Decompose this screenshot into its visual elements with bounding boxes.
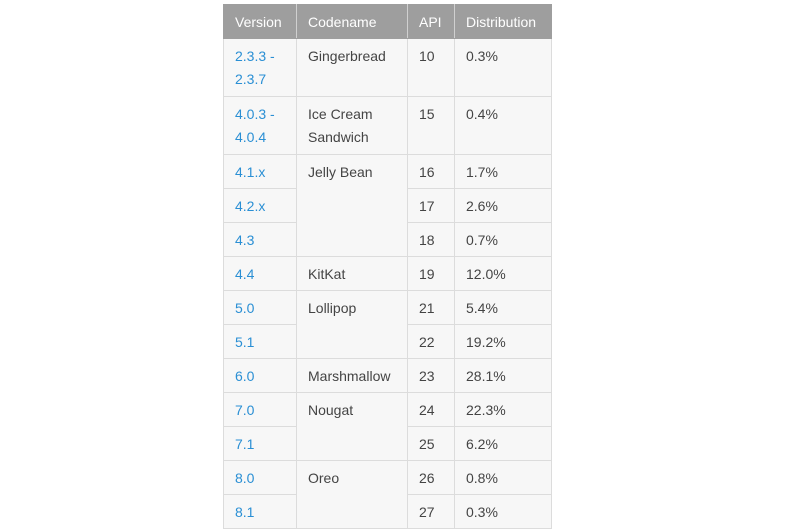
header-codename: Codename — [296, 4, 408, 39]
codename-cell: Gingerbread — [296, 38, 408, 97]
api-cell: 19 — [407, 256, 455, 291]
version-link-cell[interactable]: 8.1 — [223, 494, 297, 529]
table-row: 8.0 Oreo 26 0.8% — [223, 460, 552, 529]
header-distribution: Distribution — [454, 4, 552, 39]
version-link-cell[interactable]: 5.1 — [223, 324, 297, 359]
table-row: 4.0.3 - 4.0.4 Ice Cream Sandwich 15 0.4% — [223, 96, 552, 155]
version-link-cell[interactable]: 4.0.3 - 4.0.4 — [223, 96, 297, 155]
version-text[interactable]: 7.0 — [235, 402, 255, 418]
table-row: 4.4 KitKat 19 12.0% — [223, 256, 552, 291]
version-text[interactable]: 6.0 — [235, 368, 255, 384]
version-text[interactable]: 5.0 — [235, 300, 255, 316]
distribution-cell: 0.7% — [454, 222, 552, 257]
codename-text: Nougat — [308, 402, 354, 418]
api-cell: 22 — [407, 324, 455, 359]
version-link-cell[interactable]: 4.3 — [223, 222, 297, 257]
codename-cell: Nougat — [296, 392, 408, 461]
codename-text: Jelly Bean — [308, 164, 373, 180]
table-row: 5.0 Lollipop 21 5.4% — [223, 290, 552, 359]
api-cell: 24 — [407, 392, 455, 427]
version-text[interactable]: 4.0.4 — [235, 129, 267, 145]
distribution-cell: 19.2% — [454, 324, 552, 359]
version-link-cell[interactable]: 4.4 — [223, 256, 297, 291]
codename-cell: Oreo — [296, 460, 408, 529]
version-link-cell[interactable]: 7.0 — [223, 392, 297, 427]
distribution-cell: 1.7% — [454, 154, 552, 189]
version-link-cell[interactable]: 5.0 — [223, 290, 297, 325]
api-cell: 16 — [407, 154, 455, 189]
codename-text: KitKat — [308, 266, 346, 282]
version-text[interactable]: 2.3.7 — [235, 71, 267, 87]
codename-cell: Marshmallow — [296, 358, 408, 393]
codename-cell: KitKat — [296, 256, 408, 291]
codename-text: Sandwich — [308, 129, 369, 145]
distribution-cell: 0.3% — [454, 38, 552, 97]
table-row: 7.0 Nougat 24 22.3% — [223, 392, 552, 461]
api-cell: 23 — [407, 358, 455, 393]
table-row: 2.3.3 - 2.3.7 Gingerbread 10 0.3% — [223, 38, 552, 97]
version-text[interactable]: 8.1 — [235, 504, 255, 520]
codename-text: Marshmallow — [308, 368, 391, 384]
api-cell: 21 — [407, 290, 455, 325]
api-cell: 10 — [407, 38, 455, 97]
version-text[interactable]: 8.0 — [235, 470, 255, 486]
codename-text: Oreo — [308, 470, 340, 486]
codename-cell: Ice Cream Sandwich — [296, 96, 408, 155]
api-cell: 27 — [407, 494, 455, 529]
table-row: 6.0 Marshmallow 23 28.1% — [223, 358, 552, 393]
version-text[interactable]: 2.3.3 - — [235, 48, 275, 64]
version-text[interactable]: 4.0.3 - — [235, 106, 275, 122]
distribution-cell: 5.4% — [454, 290, 552, 325]
distribution-cell: 0.4% — [454, 96, 552, 155]
table-row: 4.1.x Jelly Bean 16 1.7% — [223, 154, 552, 257]
table-row: 5.1 22 19.2% — [223, 324, 552, 359]
api-cell: 17 — [407, 188, 455, 223]
distribution-cell: 12.0% — [454, 256, 552, 291]
table-row: 4.3 18 0.7% — [223, 222, 552, 257]
header-row: Version Codename API Distribution — [223, 4, 552, 39]
distribution-cell: 28.1% — [454, 358, 552, 393]
codename-cell: Lollipop — [296, 290, 408, 359]
distribution-cell: 0.3% — [454, 494, 552, 529]
version-text[interactable]: 4.1.x — [235, 164, 266, 180]
codename-text: Lollipop — [308, 300, 357, 316]
distribution-cell: 22.3% — [454, 392, 552, 427]
version-link-cell[interactable]: 4.2.x — [223, 188, 297, 223]
distribution-cell: 0.8% — [454, 460, 552, 495]
version-text[interactable]: 4.4 — [235, 266, 255, 282]
codename-cell: Jelly Bean — [296, 154, 408, 257]
api-cell: 15 — [407, 96, 455, 155]
codename-text: Ice Cream — [308, 106, 373, 122]
table-body: 2.3.3 - 2.3.7 Gingerbread 10 0.3% 4.0.3 … — [223, 38, 552, 529]
api-cell: 26 — [407, 460, 455, 495]
codename-text: Gingerbread — [308, 48, 386, 64]
api-cell: 18 — [407, 222, 455, 257]
header-api: API — [407, 4, 455, 39]
table-row: 7.1 25 6.2% — [223, 426, 552, 461]
api-cell: 25 — [407, 426, 455, 461]
distribution-cell: 2.6% — [454, 188, 552, 223]
distribution-cell: 6.2% — [454, 426, 552, 461]
version-link-cell[interactable]: 7.1 — [223, 426, 297, 461]
version-text[interactable]: 5.1 — [235, 334, 255, 350]
android-distribution-table: Version Codename API Distribution 2.3.3 … — [223, 4, 552, 529]
header-version: Version — [223, 4, 297, 39]
table-row: 4.2.x 17 2.6% — [223, 188, 552, 223]
version-link-cell[interactable]: 2.3.3 - 2.3.7 — [223, 38, 297, 97]
version-link-cell[interactable]: 8.0 — [223, 460, 297, 495]
version-link-cell[interactable]: 6.0 — [223, 358, 297, 393]
version-text[interactable]: 4.2.x — [235, 198, 266, 214]
version-link-cell[interactable]: 4.1.x — [223, 154, 297, 189]
version-text[interactable]: 7.1 — [235, 436, 255, 452]
version-text[interactable]: 4.3 — [235, 232, 255, 248]
